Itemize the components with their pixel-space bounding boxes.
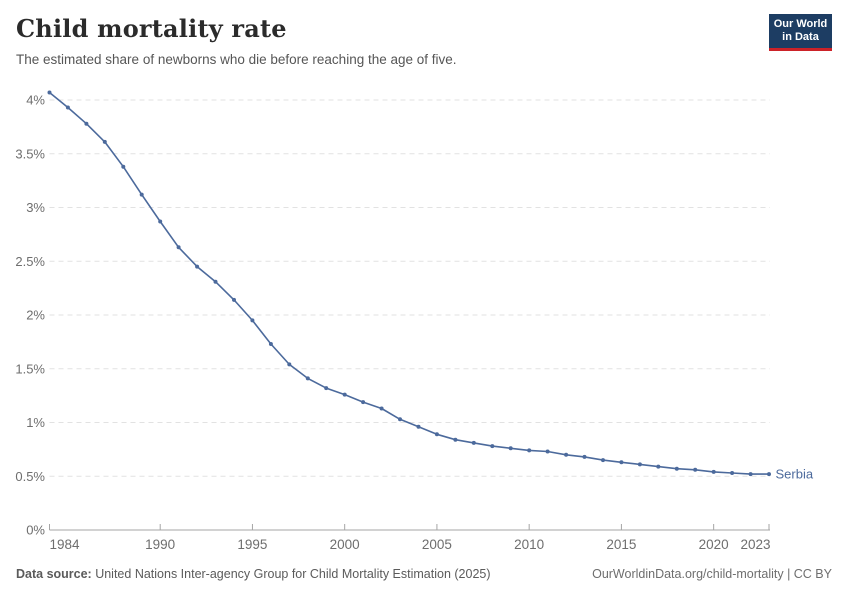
footer-link[interactable]: OurWorldinData.org/child-mortality | CC …: [592, 567, 832, 581]
x-tick-label-1990: 1990: [145, 537, 175, 552]
data-point-1997: [287, 362, 292, 367]
data-point-2023: [767, 472, 771, 477]
data-point-2007: [471, 440, 476, 445]
page-title: Child mortality rate: [16, 14, 287, 43]
y-tick-label-3: 3%: [26, 200, 45, 215]
data-point-1984: [47, 90, 52, 95]
data-point-1990: [158, 219, 163, 224]
data-point-2013: [582, 454, 587, 459]
data-point-1986: [84, 121, 89, 126]
series-end-label: Serbia: [776, 467, 814, 482]
x-tick-label-2005: 2005: [422, 537, 452, 552]
y-tick-label-3.5: 3.5%: [15, 146, 45, 161]
x-tick-label-2000: 2000: [330, 537, 360, 552]
data-point-1995: [250, 318, 255, 323]
data-point-2010: [527, 448, 532, 453]
data-point-2001: [361, 400, 366, 405]
data-point-2016: [637, 462, 642, 467]
data-point-2000: [342, 392, 347, 397]
data-point-1987: [102, 139, 107, 144]
y-tick-label-0.5: 0.5%: [15, 469, 45, 484]
y-tick-label-2: 2%: [26, 308, 45, 323]
data-point-2011: [545, 449, 550, 454]
y-tick-label-2.5: 2.5%: [15, 254, 45, 269]
owid-logo: Our World in Data: [769, 14, 832, 51]
data-source-text: United Nations Inter-agency Group for Ch…: [91, 567, 491, 581]
data-point-1985: [65, 105, 70, 110]
data-point-2008: [490, 444, 495, 449]
data-point-2012: [564, 452, 569, 457]
data-point-1994: [232, 297, 236, 302]
data-point-1992: [195, 264, 200, 269]
data-source-label: Data source:: [16, 567, 92, 581]
data-source: Data source: United Nations Inter-agency…: [16, 567, 491, 581]
data-point-1989: [139, 192, 144, 197]
x-tick-label-2023: 2023: [740, 537, 770, 552]
data-point-2017: [656, 464, 661, 469]
data-point-1998: [305, 376, 310, 381]
logo-text-line2: in Data: [782, 30, 819, 43]
data-point-1988: [121, 164, 126, 169]
chart-footer: Data source: United Nations Inter-agency…: [16, 567, 832, 581]
data-point-1999: [324, 386, 329, 391]
data-point-2004: [416, 424, 421, 429]
logo-text-line1: Our World: [773, 18, 828, 30]
data-point-2021: [730, 471, 735, 475]
data-point-2005: [434, 432, 439, 437]
data-point-2009: [508, 446, 513, 451]
y-tick-label-0: 0%: [26, 523, 45, 538]
y-tick-label-1: 1%: [26, 415, 45, 430]
data-point-2014: [601, 458, 605, 463]
data-point-1991: [176, 245, 181, 250]
data-point-1996: [268, 342, 273, 346]
chart-subtitle: The estimated share of newborns who die …: [16, 52, 457, 67]
y-tick-label-4: 4%: [26, 93, 45, 108]
data-point-2022: [748, 472, 753, 477]
x-tick-label-2020: 2020: [699, 537, 729, 552]
x-tick-label-2015: 2015: [606, 537, 636, 552]
x-tick-label-2010: 2010: [514, 537, 544, 552]
data-point-2002: [379, 406, 384, 411]
data-point-1993: [213, 279, 218, 284]
data-point-2015: [619, 460, 624, 465]
data-point-2019: [693, 467, 698, 472]
data-point-2018: [674, 466, 679, 471]
data-point-2020: [711, 469, 716, 474]
series-line-serbia: [48, 91, 769, 475]
x-tick-label-1984: 1984: [50, 537, 81, 552]
data-point-2003: [398, 417, 402, 422]
y-tick-label-1.5: 1.5%: [15, 361, 45, 376]
data-point-2006: [453, 437, 458, 442]
x-tick-label-1995: 1995: [237, 537, 267, 552]
